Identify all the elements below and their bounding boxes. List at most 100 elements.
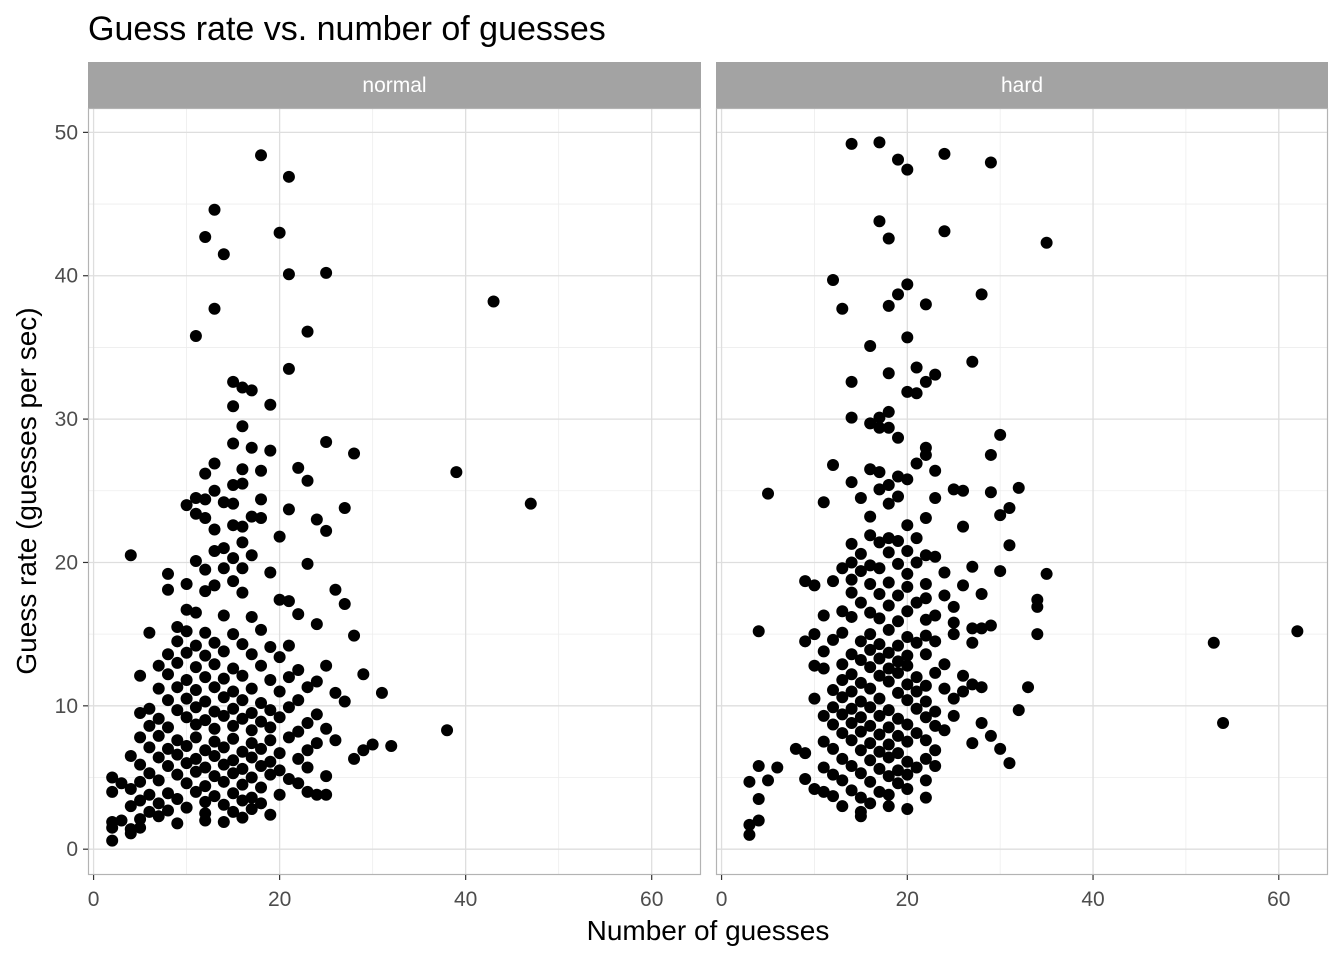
data-point: [199, 814, 212, 827]
data-point: [1031, 628, 1044, 641]
data-point: [227, 575, 240, 588]
data-point: [282, 731, 295, 744]
data-point: [152, 774, 165, 787]
x-tick-label: 60: [1267, 888, 1290, 911]
data-point: [854, 547, 867, 560]
data-point: [180, 603, 193, 616]
data-point: [929, 491, 942, 504]
data-point: [892, 431, 905, 444]
data-point: [901, 735, 914, 748]
data-point: [919, 448, 932, 461]
data-point: [910, 532, 923, 545]
data-point: [106, 785, 119, 798]
data-point: [152, 712, 165, 725]
data-point: [106, 821, 119, 834]
data-point: [161, 583, 174, 596]
data-point: [124, 549, 137, 562]
data-point: [929, 760, 942, 773]
data-point: [450, 466, 463, 479]
data-point: [938, 682, 951, 695]
data-point: [134, 821, 147, 834]
data-point: [282, 671, 295, 684]
strip-label-hard: hard: [1001, 74, 1043, 97]
data-point: [227, 767, 240, 780]
data-point: [255, 149, 268, 162]
data-point: [189, 491, 202, 504]
data-point: [227, 805, 240, 818]
data-point: [919, 752, 932, 765]
data-point: [929, 719, 942, 732]
data-point: [180, 711, 193, 724]
data-point: [957, 685, 970, 698]
data-point: [882, 662, 895, 675]
data-point: [180, 499, 193, 512]
data-point: [245, 549, 258, 562]
panel-border-normal: [87, 107, 702, 876]
data-point: [901, 718, 914, 731]
data-point: [199, 761, 212, 774]
data-point: [189, 701, 202, 714]
data-point: [245, 751, 258, 764]
data-point: [827, 458, 840, 471]
data-point: [966, 622, 979, 635]
data-point: [161, 668, 174, 681]
data-point: [752, 814, 765, 827]
data-point: [217, 798, 230, 811]
data-point: [873, 652, 886, 665]
data-point: [882, 751, 895, 764]
data-point: [189, 329, 202, 342]
data-point: [882, 497, 895, 510]
data-point: [124, 782, 137, 795]
data-point: [929, 464, 942, 477]
data-point: [817, 785, 830, 798]
data-point: [236, 536, 249, 549]
data-point: [994, 742, 1007, 755]
data-point: [864, 559, 877, 572]
data-point: [189, 752, 202, 765]
data-point: [910, 761, 923, 774]
data-point: [180, 739, 193, 752]
data-point: [282, 362, 295, 375]
data-point: [217, 691, 230, 704]
data-point: [817, 662, 830, 675]
data-point: [882, 367, 895, 380]
data-point: [301, 681, 314, 694]
data-point: [208, 523, 221, 536]
data-point: [845, 734, 858, 747]
data-point: [245, 682, 258, 695]
data-point: [245, 384, 258, 397]
data-point: [124, 827, 137, 840]
data-point: [947, 600, 960, 613]
data-point: [864, 797, 877, 810]
data-point: [255, 715, 268, 728]
data-point: [217, 562, 230, 575]
data-point: [524, 497, 537, 510]
data-point: [199, 493, 212, 506]
data-point: [171, 704, 184, 717]
data-point: [255, 760, 268, 773]
data-point: [320, 770, 333, 783]
data-point: [255, 797, 268, 810]
data-point: [255, 464, 268, 477]
data-point: [264, 808, 277, 821]
data-point: [143, 741, 156, 754]
data-point: [845, 717, 858, 730]
data-point: [817, 496, 830, 509]
data-point: [124, 750, 137, 763]
data-point: [236, 586, 249, 599]
data-point: [892, 615, 905, 628]
data-point: [134, 758, 147, 771]
data-point: [919, 648, 932, 661]
data-point: [199, 780, 212, 793]
data-point: [227, 497, 240, 510]
panel-normal: normal: [87, 62, 702, 876]
data-point: [947, 692, 960, 705]
data-point: [171, 793, 184, 806]
data-point: [282, 701, 295, 714]
data-point: [882, 576, 895, 589]
data-point: [292, 608, 305, 621]
data-point: [208, 735, 221, 748]
data-point: [217, 741, 230, 754]
data-point: [864, 719, 877, 732]
data-point: [845, 685, 858, 698]
